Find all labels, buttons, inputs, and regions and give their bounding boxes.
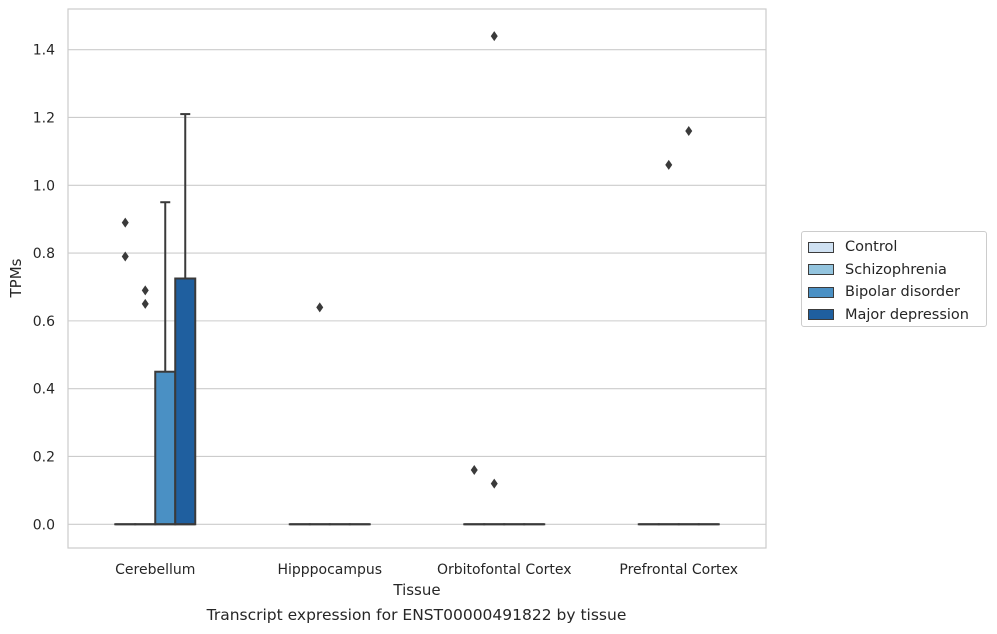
x-axis-label: Tissue [392, 581, 440, 599]
outlier-point [470, 465, 478, 476]
boxes [114, 113, 720, 526]
y-tick-label: 1.4 [33, 43, 55, 59]
legend-swatch [808, 286, 834, 298]
legend-label: Major depression [845, 306, 969, 323]
y-tick-label: 1.0 [33, 178, 55, 194]
x-tick-label: Hipppocampus [277, 562, 382, 578]
legend-label: Schizophrenia [845, 261, 947, 278]
outliers [121, 31, 693, 489]
box [174, 277, 197, 526]
outlier-point [316, 302, 324, 313]
plot-frame [67, 8, 767, 549]
x-tick-label: Prefrontal Cortex [619, 562, 738, 578]
legend: Control Schizophrenia Bipolar disorder Majo… [801, 231, 987, 327]
x-tick-label: Orbitofontal Cortex [437, 562, 572, 578]
legend-item: Control [808, 236, 986, 259]
y-tick-label: 0.6 [33, 314, 55, 330]
outlier-point [141, 298, 149, 309]
outlier-point [121, 217, 129, 228]
legend-swatch [808, 241, 834, 253]
y-axis-label: TPMs [7, 258, 25, 298]
box [154, 370, 177, 526]
legend-swatch [808, 309, 834, 321]
legend-item: Bipolar disorder [808, 281, 986, 304]
y-tick-label: 0.0 [33, 517, 55, 533]
legend-item: Schizophrenia [808, 259, 986, 282]
x-tick-label: Cerebellum [115, 562, 195, 578]
y-tick-label: 0.8 [33, 246, 55, 262]
outlier-point [141, 285, 149, 296]
y-tick-label: 1.2 [33, 110, 55, 126]
legend-label: Bipolar disorder [845, 284, 960, 301]
outlier-point [490, 478, 498, 489]
y-tick-labels: 0.0 0.2 0.4 0.6 0.8 1.0 1.2 1.4 [33, 43, 55, 534]
chart-caption: Transcript expression for ENST0000049182… [206, 606, 627, 624]
legend-label: Control [845, 239, 898, 256]
x-tick-labels: Cerebellum Hipppocampus Orbitofontal Corte… [115, 562, 738, 578]
legend-item: Major depression [808, 304, 986, 327]
outlier-point [665, 159, 673, 170]
y-tick-label: 0.4 [33, 382, 55, 398]
outlier-point [685, 126, 693, 137]
outlier-point [490, 31, 498, 42]
outlier-point [121, 251, 129, 262]
y-tick-label: 0.2 [33, 449, 55, 465]
legend-swatch [808, 264, 834, 276]
